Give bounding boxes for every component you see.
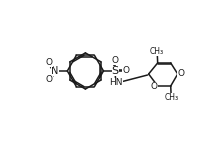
Text: CH₃: CH₃ bbox=[165, 93, 179, 102]
Text: O: O bbox=[178, 69, 184, 78]
Text: N: N bbox=[51, 66, 59, 76]
Text: S: S bbox=[112, 66, 119, 76]
Text: O: O bbox=[122, 66, 129, 75]
Text: O: O bbox=[46, 75, 53, 84]
Text: CH₃: CH₃ bbox=[150, 47, 164, 56]
Text: O: O bbox=[46, 58, 53, 67]
Text: HN: HN bbox=[109, 78, 123, 87]
Text: O: O bbox=[112, 56, 119, 65]
Text: O: O bbox=[151, 81, 158, 91]
